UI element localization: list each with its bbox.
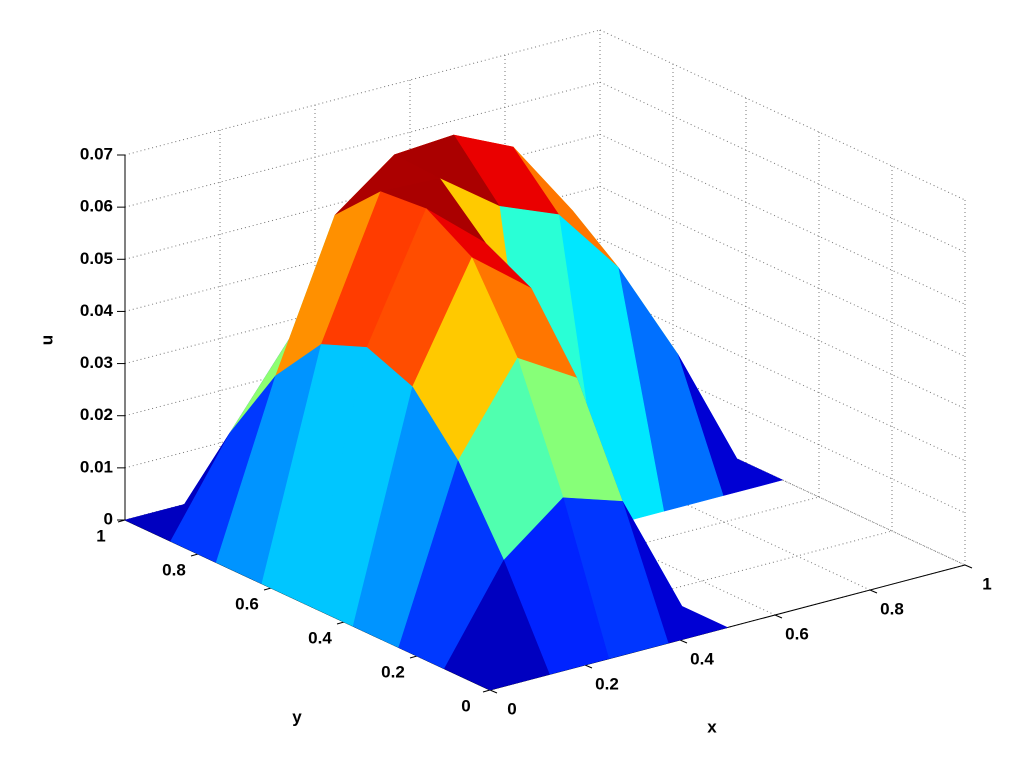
tick-mark — [190, 553, 199, 557]
tick-mark — [263, 587, 272, 591]
x-tick-label: 1 — [982, 574, 991, 593]
y-axis-label: y — [292, 707, 302, 726]
z-tick-label: 0.01 — [80, 457, 113, 476]
z-tick-label: 0 — [104, 509, 113, 528]
z-tick-label: 0.03 — [80, 353, 113, 372]
y-tick-label: 0 — [461, 696, 470, 715]
tick-mark — [489, 689, 498, 694]
z-axis-label: u — [37, 335, 56, 345]
z-tick-label: 0.07 — [80, 144, 113, 163]
x-tick-label: 0 — [507, 699, 516, 718]
tick-mark — [336, 621, 345, 625]
x-tick-label: 0.2 — [595, 674, 619, 693]
tick-mark — [584, 664, 593, 669]
tick-mark — [869, 589, 878, 594]
tick-mark — [964, 564, 973, 569]
y-tick-label: 0.6 — [235, 594, 259, 613]
z-tick-label: 0.06 — [80, 197, 113, 216]
x-axis-label: x — [707, 717, 717, 736]
grid-line — [124, 29, 601, 156]
z-tick-label: 0.04 — [80, 301, 114, 320]
x-tick-label: 0.4 — [690, 649, 714, 668]
y-tick-label: 0.2 — [381, 662, 405, 681]
y-tick-label: 1 — [96, 526, 105, 545]
grid-line — [599, 81, 966, 253]
grid-line — [599, 29, 966, 201]
y-tick-label: 0.4 — [308, 628, 332, 647]
tick-mark — [409, 655, 418, 659]
y-tick-label: 0.8 — [162, 560, 186, 579]
tick-mark — [482, 689, 491, 693]
x-tick-label: 0.8 — [880, 599, 904, 618]
grid-line — [599, 133, 966, 305]
z-tick-label: 0.05 — [80, 249, 113, 268]
x-tick-label: 0.6 — [785, 624, 809, 643]
tick-mark — [117, 519, 126, 523]
surface-patch — [444, 560, 550, 691]
tick-mark — [679, 639, 688, 644]
tick-mark — [774, 614, 783, 619]
z-tick-label: 0.02 — [80, 405, 113, 424]
